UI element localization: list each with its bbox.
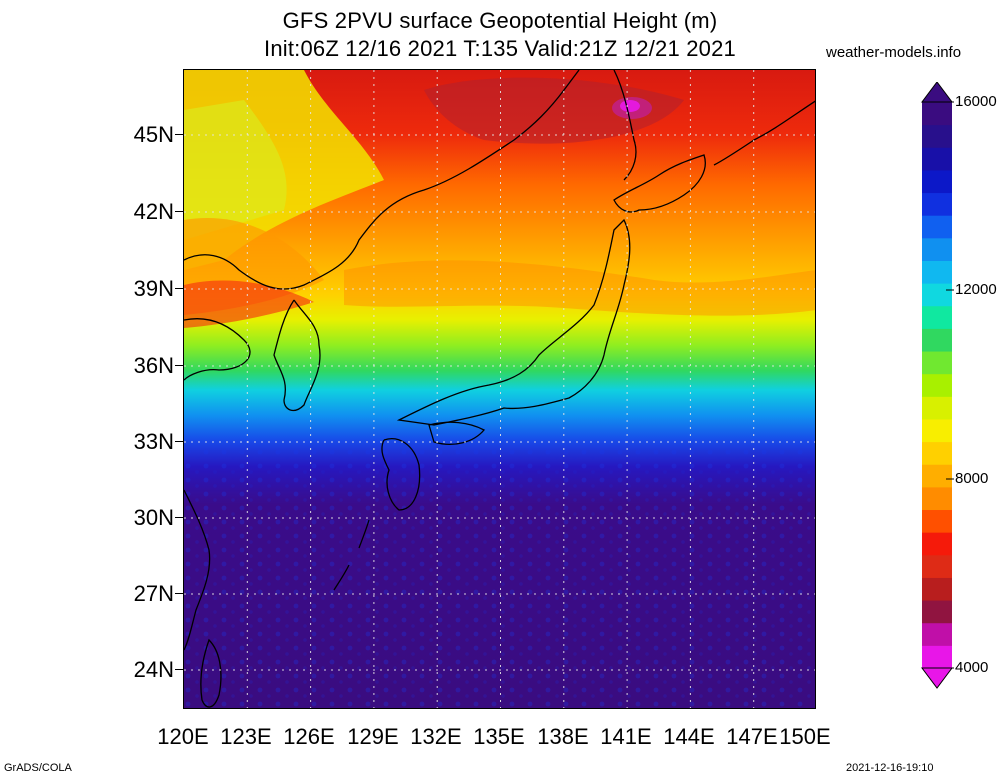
lat-tick (175, 593, 183, 594)
colorbar-step (922, 102, 952, 126)
contour-band (424, 77, 684, 144)
contour-band (344, 260, 815, 316)
lat-label-39n: 39N (133, 276, 174, 301)
colorbar-step (922, 215, 952, 239)
lat-label-36n: 36N (133, 353, 174, 378)
colorbar-step (922, 441, 952, 465)
colorbar-step (922, 396, 952, 420)
lon-label-126e: 126E (283, 724, 335, 749)
colorbar-step (922, 373, 952, 397)
coastlines (184, 70, 815, 708)
lat-label-24n: 24N (133, 657, 174, 682)
lat-label-45n: 45N (133, 122, 174, 147)
lat-tick (175, 365, 183, 366)
colorbar-step (922, 169, 952, 194)
colorbar-step (922, 237, 952, 261)
map-panel (183, 69, 816, 709)
lat-tick (175, 669, 183, 670)
colorbar-step (922, 192, 952, 216)
colorbar-step (922, 645, 952, 669)
lat-tick (175, 441, 183, 442)
colorbar-step (922, 600, 952, 624)
geopotential-map (184, 70, 815, 708)
contour-speckle (184, 450, 815, 708)
colorbar-step (922, 509, 952, 533)
chart-subtitle: Init:06Z 12/16 2021 T:135 Valid:21Z 12/2… (264, 36, 736, 61)
graticule (184, 70, 815, 708)
footer-timestamp: 2021-12-16-19:10 (846, 762, 934, 774)
lat-tick (175, 288, 183, 289)
colorbar-step (922, 283, 952, 307)
colorbar-step (922, 124, 952, 148)
colorbar-step (922, 464, 952, 488)
lat-label-33n: 33N (133, 429, 174, 454)
colorbar-step (922, 260, 952, 284)
lon-label-138e: 138E (537, 724, 589, 749)
lon-label-129e: 129E (347, 724, 399, 749)
colorbar-max-arrow (921, 82, 953, 103)
colorbar-step (922, 532, 952, 556)
colorbar-step (922, 147, 952, 171)
colorbar-label-4000: 4000 (955, 659, 989, 676)
lat-tick (175, 211, 183, 212)
colorbar (921, 82, 954, 689)
colorbar-step (922, 622, 952, 646)
site-label: weather-models.info (826, 44, 962, 61)
colorbar-step (922, 577, 952, 601)
lon-label-120e: 120E (157, 724, 209, 749)
lat-label-30n: 30N (133, 505, 174, 530)
lat-label-27n: 27N (133, 581, 174, 606)
lon-label-123e: 123E (220, 724, 272, 749)
footer-software: GrADS/COLA (4, 762, 72, 774)
colorbar-label-8000: 8000 (955, 470, 989, 487)
colorbar-step (922, 486, 952, 511)
lat-label-42n: 42N (133, 199, 174, 224)
contour-band (184, 100, 287, 240)
colorbar-steps (922, 102, 952, 669)
colorbar-step (922, 418, 952, 443)
colorbar-step (922, 328, 952, 352)
chart-title: GFS 2PVU surface Geopotential Height (m) (282, 8, 718, 33)
colorbar-step (922, 305, 952, 329)
colorbar-min-arrow (921, 667, 953, 689)
lon-label-141e: 141E (600, 724, 652, 749)
contour-band (620, 100, 640, 112)
lat-tick (175, 134, 183, 135)
colorbar-label-12000: 12000 (955, 281, 997, 298)
colorbar-step (922, 554, 952, 578)
colorbar-step (922, 351, 952, 375)
lon-label-150e: 150E (779, 724, 831, 749)
lon-label-144e: 144E (663, 724, 715, 749)
colorbar-label-16000: 16000 (955, 93, 997, 110)
lon-label-132e: 132E (410, 724, 462, 749)
lon-label-147e: 147E (726, 724, 778, 749)
lon-label-135e: 135E (473, 724, 525, 749)
lat-tick (175, 517, 183, 518)
contour-band (184, 280, 314, 328)
